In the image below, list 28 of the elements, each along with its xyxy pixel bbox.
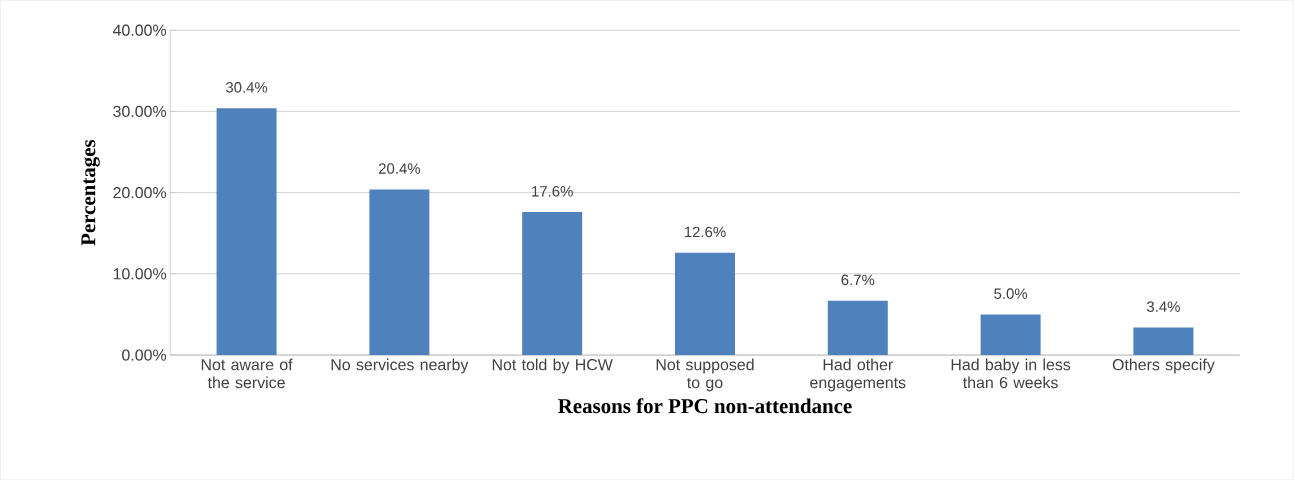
y-tick-label: 30.00% — [113, 105, 167, 117]
y-tick-label: 40.00% — [112, 24, 167, 36]
x-tick-label: Had baby in less than 6 weeks — [951, 358, 1071, 389]
bar — [675, 252, 735, 355]
y-axis-title: Percentages — [81, 139, 100, 246]
data-label: 17.6% — [532, 185, 573, 197]
data-label: 12.6% — [684, 226, 726, 238]
y-tick-label: 10.00% — [113, 268, 167, 280]
bar — [980, 314, 1041, 355]
x-tick-label: No services nearby — [331, 358, 469, 374]
bar — [827, 300, 888, 355]
x-tick-label: Not aware of the service — [201, 358, 293, 389]
bar — [522, 212, 583, 355]
data-label: 30.4% — [225, 81, 268, 93]
data-label: 5.0% — [994, 288, 1028, 299]
data-label: 3.4% — [1146, 301, 1180, 312]
x-tick-label: Not told by HCW — [492, 358, 613, 374]
bar — [1133, 327, 1194, 355]
bar — [216, 108, 277, 355]
bar — [369, 189, 430, 355]
y-tick-label: 20.00% — [113, 186, 167, 199]
x-tick-label: Others specify — [1112, 358, 1215, 374]
data-label: 20.4% — [378, 163, 421, 174]
x-tick-label: Not supposed to go — [656, 358, 754, 392]
y-tick-label: 0.00% — [122, 349, 167, 361]
x-tick-label: Had other engagements — [810, 358, 906, 392]
x-axis-title: Reasons for PPC non-attendance — [558, 398, 852, 414]
data-label: 6.7% — [841, 274, 875, 286]
